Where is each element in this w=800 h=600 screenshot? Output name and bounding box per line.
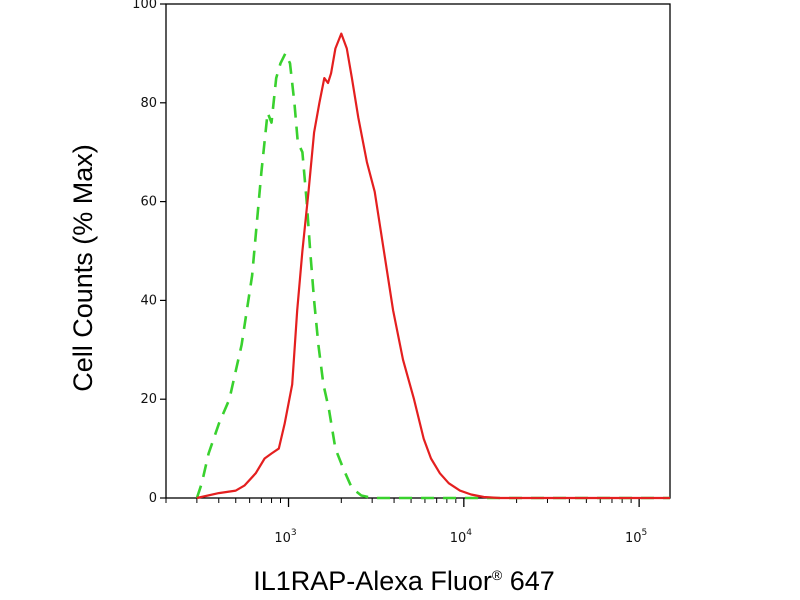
x-tick-label: 103: [274, 528, 296, 546]
x-axis-label: IL1RAP-Alexa Fluor® 647: [253, 566, 555, 596]
x-tick-label-exponent: 3: [291, 528, 297, 538]
x-axis-ticks: 103 104 105: [165, 498, 647, 546]
x-axis-label-suffix: 647: [502, 566, 555, 596]
x-tick-label-exponent: 4: [466, 528, 472, 538]
x-tick-label-base: 10: [274, 531, 291, 546]
y-tick-label: 0: [149, 491, 157, 506]
y-tick-label: 80: [140, 96, 157, 111]
x-tick-label-base: 10: [450, 531, 467, 546]
y-axis-ticks: 0 20 40 60 80 100: [132, 0, 166, 506]
y-tick-label: 40: [140, 293, 157, 308]
x-axis-label-superscript: ®: [492, 567, 503, 583]
x-tick-label: 105: [625, 528, 647, 546]
plot-area-border: [165, 3, 671, 499]
x-tick-label: 104: [450, 528, 473, 546]
x-tick-label-base: 10: [625, 531, 642, 546]
x-tick-label-exponent: 5: [642, 528, 648, 538]
y-tick-label: 20: [140, 392, 157, 407]
x-axis-label-main: IL1RAP-Alexa Fluor: [253, 566, 492, 596]
y-tick-label: 60: [140, 195, 157, 210]
plot-frame: [165, 3, 671, 499]
y-tick-label: 100: [132, 0, 157, 12]
series-layer: [195, 32, 670, 500]
control-histogram-line: [195, 52, 670, 500]
il1rap-histogram-line: [196, 32, 670, 500]
y-axis-label: Cell Counts (% Max): [68, 144, 98, 392]
